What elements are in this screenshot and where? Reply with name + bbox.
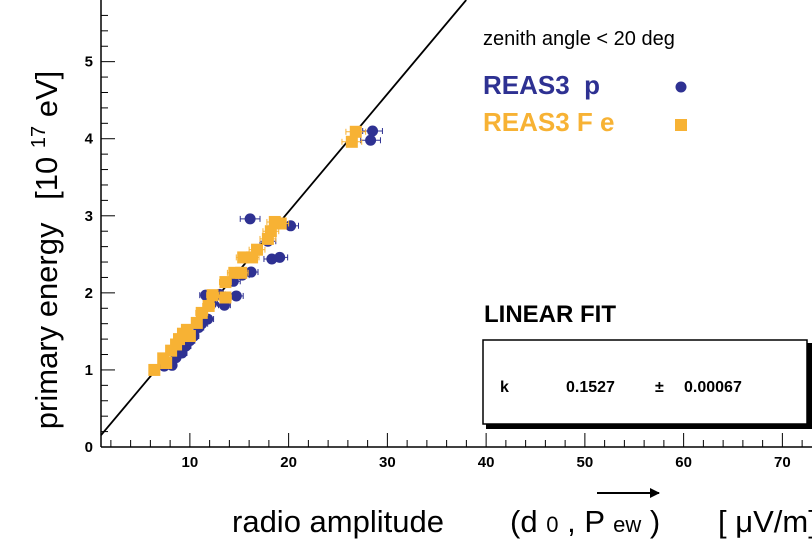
legend-entry-p: REAS3 p [483, 70, 600, 100]
data-point [190, 316, 203, 329]
y-tick-label: 4 [85, 131, 94, 148]
x-axis-label: radio amplitude [232, 504, 444, 539]
axis-tick-labels: 10 20 30 40 50 60 70 0 1 2 3 4 5 [85, 54, 791, 471]
y-axis-title: primary energy [10 17 eV] [17, 71, 64, 430]
x-tick-label: 40 [478, 454, 495, 471]
fit-plusminus: ± [655, 379, 664, 396]
plot-frame [100, 0, 812, 448]
data-point [183, 330, 196, 343]
data-point [245, 266, 257, 278]
fit-error: 0.00067 [684, 379, 742, 396]
data-point [160, 356, 173, 369]
fit-value: 0.1527 [566, 379, 615, 396]
fit-stats: LINEAR FIT k 0.1527 ± 0.00067 [482, 301, 812, 429]
x-axis-var-comma: , [567, 504, 576, 539]
data-point [148, 363, 161, 376]
fit-param-name: k [500, 379, 509, 396]
y-tick-label: 5 [85, 54, 93, 71]
x-axis-var-sub: 0 [546, 512, 558, 537]
data-series [148, 125, 383, 376]
x-axis-var-ew: ew [613, 512, 641, 537]
legend-entry-fe: REAS3 F e [483, 107, 615, 137]
data-point [345, 135, 358, 148]
x-axis-unit: [ μV/m] [718, 504, 812, 539]
x-tick-label: 70 [774, 454, 791, 471]
y-tick-label: 2 [85, 285, 93, 302]
x-axis-title: radio amplitude (d 0 , P ew ) [ μV/m] [232, 488, 812, 539]
data-point [202, 299, 215, 312]
x-axis-var-p: P [584, 504, 604, 539]
data-point [235, 266, 248, 279]
data-point [230, 290, 242, 302]
y-tick-label: 1 [85, 362, 93, 379]
x-tick-label: 10 [182, 454, 199, 471]
legend: zenith angle < 20 deg REAS3 p REAS3 F e [483, 28, 687, 137]
data-point [219, 276, 232, 289]
y-axis-unit-open: [10 [29, 157, 64, 200]
data-point [244, 213, 256, 225]
y-axis-label: primary energy [29, 222, 64, 429]
data-point [367, 125, 379, 137]
data-point [251, 243, 264, 256]
y-axis-unit-rest: eV] [29, 71, 64, 118]
axis-ticks [101, 14, 803, 447]
svg-text:(d 0 , P: (d 0 , P ew ) [510, 504, 660, 539]
data-point [365, 134, 377, 146]
data-point [274, 217, 287, 230]
x-tick-label: 30 [379, 454, 396, 471]
x-tick-label: 20 [280, 454, 297, 471]
legend-marker-p [675, 81, 687, 93]
series-fe [148, 125, 367, 376]
data-point [264, 225, 277, 238]
x-tick-label: 60 [675, 454, 692, 471]
vector-arrow [597, 488, 660, 498]
data-point [206, 289, 219, 302]
y-tick-label: 3 [85, 208, 93, 225]
x-tick-label: 50 [577, 454, 594, 471]
svg-text:primary energy [10: primary energy [10 17 eV] [17, 71, 64, 430]
legend-marker-fe [675, 119, 687, 131]
data-point [219, 291, 232, 304]
data-point [285, 220, 297, 232]
data-point [349, 125, 362, 138]
fit-title: LINEAR FIT [484, 301, 616, 328]
x-axis-var-close: ) [650, 504, 660, 539]
x-axis-var-open: (d [510, 504, 538, 539]
y-tick-label: 0 [85, 439, 93, 456]
data-point [274, 251, 286, 263]
legend-note: zenith angle < 20 deg [483, 28, 675, 50]
fit-box [482, 339, 808, 425]
y-axis-unit-exp: 17 [28, 126, 50, 148]
